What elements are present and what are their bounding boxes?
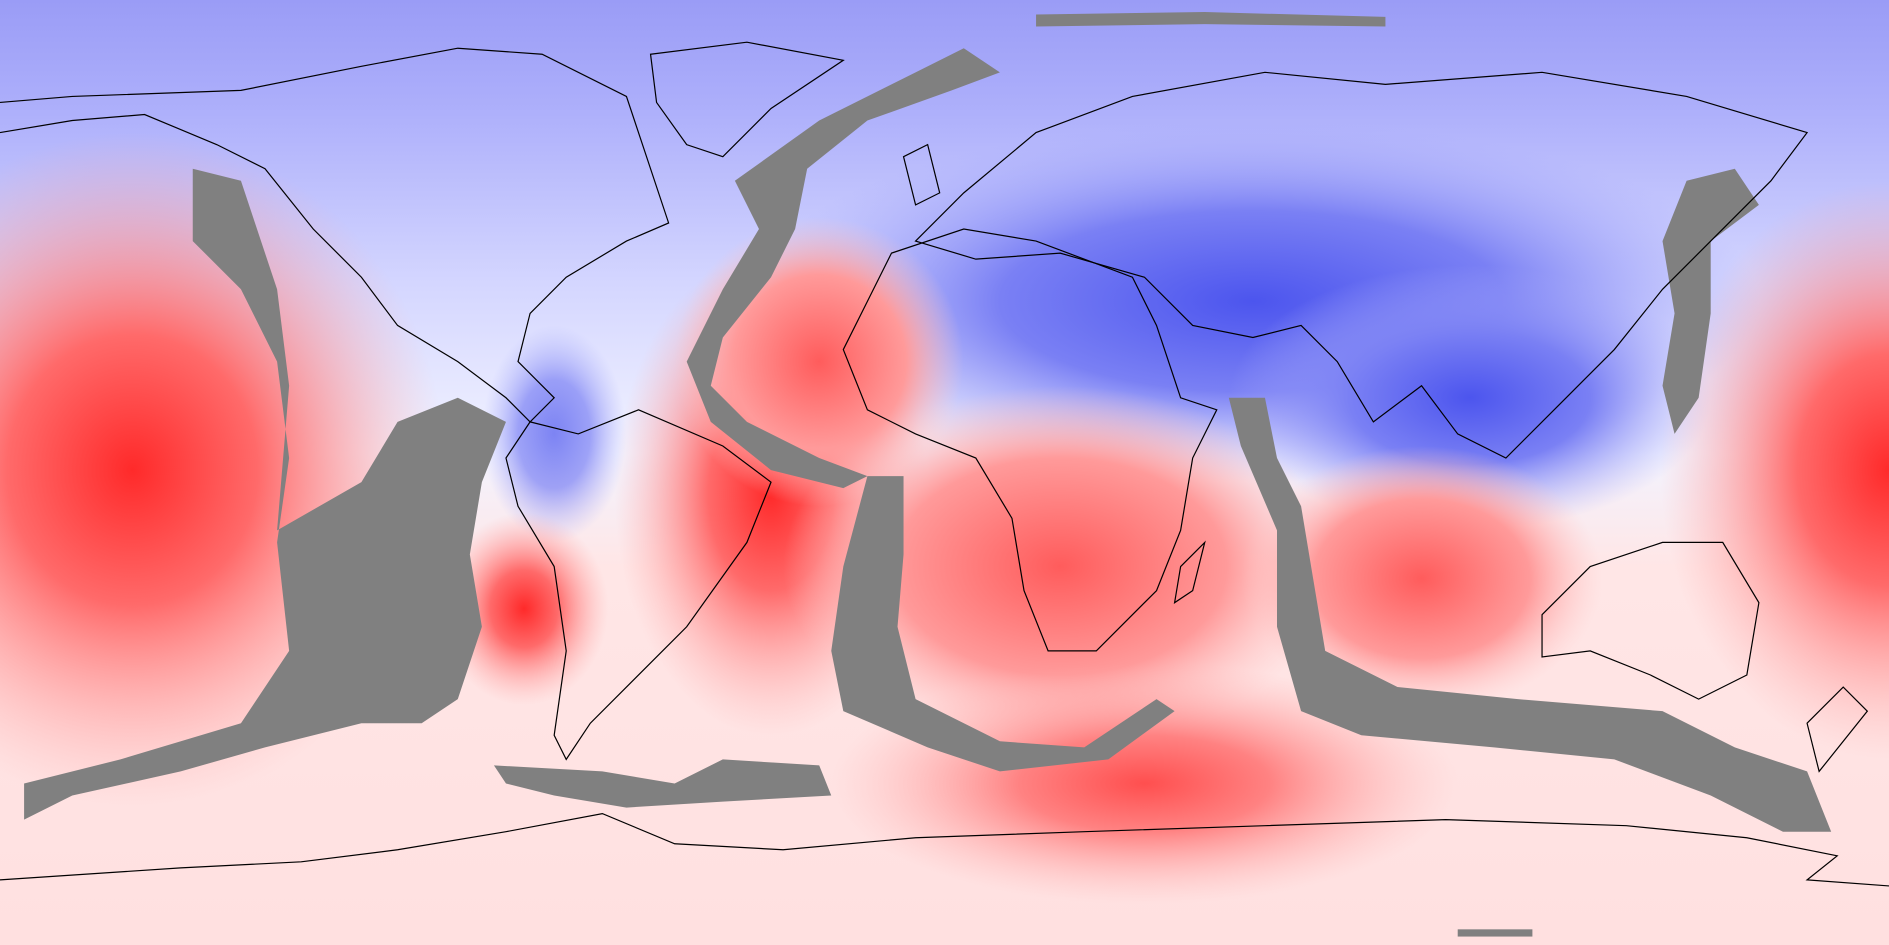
warm-anomaly — [831, 662, 1458, 905]
coastline — [902, 143, 941, 206]
coastlines — [0, 41, 1889, 887]
warm-anomaly — [1240, 445, 1603, 712]
coastline — [914, 71, 1809, 459]
missing-data-region — [24, 168, 506, 820]
missing-data-region — [1662, 168, 1759, 434]
missing-data-region — [1228, 397, 1832, 832]
missing-data-region — [493, 759, 832, 808]
missing-data — [24, 12, 1832, 937]
missing-data-region — [831, 476, 1175, 772]
cold-anomaly — [481, 325, 627, 543]
coastline — [0, 812, 1889, 887]
warm-anomaly — [1660, 180, 1889, 760]
coastline — [649, 41, 845, 158]
missing-data-region — [1457, 929, 1533, 937]
missing-data-region — [686, 48, 1000, 489]
coastline — [1806, 686, 1869, 773]
coastline — [505, 409, 772, 761]
missing-data-region — [1036, 12, 1386, 27]
coastline — [0, 47, 670, 423]
coastline — [1173, 540, 1206, 604]
warm-anomaly — [783, 385, 1338, 748]
coastline — [1541, 541, 1760, 700]
warm-anomaly — [439, 512, 609, 706]
coastline — [842, 228, 1218, 652]
